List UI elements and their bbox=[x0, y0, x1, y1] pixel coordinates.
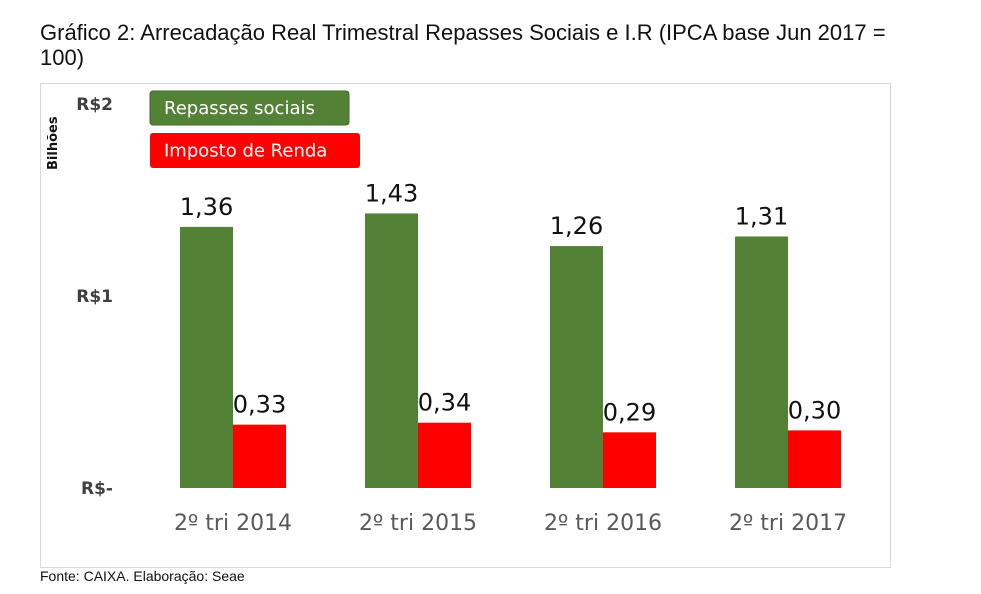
legend-swatch-imposto-de-renda bbox=[150, 133, 360, 168]
x-tick-label: 2º tri 2015 bbox=[359, 511, 477, 536]
data-label: 0,33 bbox=[233, 391, 286, 419]
data-label: 1,26 bbox=[550, 212, 603, 240]
legend-swatch-repasses-sociais bbox=[149, 90, 350, 126]
bar-repasses-sociais bbox=[365, 213, 418, 488]
source-note: Fonte: CAIXA. Elaboração: Seae bbox=[40, 568, 245, 584]
legend: Repasses sociais Imposto de Renda bbox=[149, 90, 360, 168]
bar-imposto-de-renda bbox=[603, 432, 656, 488]
legend-label: Repasses sociais bbox=[164, 98, 315, 119]
bar-repasses-sociais bbox=[735, 236, 788, 488]
data-label: 1,43 bbox=[365, 179, 418, 207]
y-tick-label: R$- bbox=[81, 479, 113, 499]
data-label: 0,29 bbox=[603, 398, 656, 426]
data-label: 0,34 bbox=[418, 389, 471, 417]
bar-repasses-sociais bbox=[550, 246, 603, 488]
data-label: 1,36 bbox=[180, 193, 233, 221]
y-tick-label: R$1 bbox=[76, 287, 113, 307]
y-tick-label: R$2 bbox=[76, 95, 113, 115]
chart-title: Gráfico 2: Arrecadação Real Trimestral R… bbox=[40, 20, 886, 70]
bar-imposto-de-renda bbox=[418, 422, 471, 488]
y-axis-label: Bilhões bbox=[46, 116, 61, 170]
x-tick-label: 2º tri 2014 bbox=[174, 511, 292, 536]
bar-imposto-de-renda bbox=[233, 424, 286, 488]
bar-repasses-sociais bbox=[180, 226, 233, 488]
bar-imposto-de-renda bbox=[788, 430, 841, 488]
data-label: 1,31 bbox=[735, 202, 788, 230]
legend-label: Imposto de Renda bbox=[164, 141, 327, 162]
x-tick-label: 2º tri 2017 bbox=[729, 511, 847, 536]
data-label: 0,30 bbox=[788, 396, 841, 424]
x-tick-label: 2º tri 2016 bbox=[544, 511, 662, 536]
